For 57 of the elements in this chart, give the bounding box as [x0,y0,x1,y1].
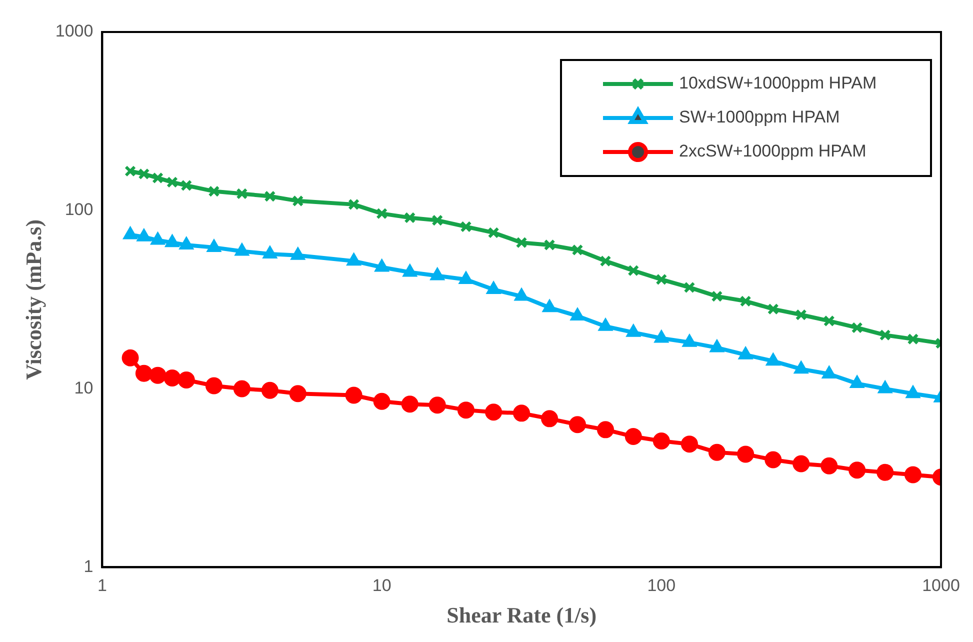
point [684,282,696,294]
y-axis-title: Viscosity (mPa.s) [20,219,46,380]
point [572,244,584,256]
point [348,198,360,210]
point [428,396,446,414]
point [516,236,528,248]
legend-label: 2xcSW+1000ppm HPAM [679,142,866,161]
point [404,212,416,224]
point [652,432,670,450]
x-tick-label: 100 [647,576,676,596]
point [823,315,835,327]
point [680,436,698,453]
point [600,255,612,267]
point [656,274,668,286]
point [373,392,390,410]
point [376,208,388,220]
point [457,402,474,419]
point [513,404,530,422]
point [488,226,500,238]
legend-label: SW+1000ppm HPAM [679,108,840,127]
point [460,220,472,232]
x-tick-label: 1000 [922,576,960,596]
point [149,366,166,384]
point [820,457,838,474]
point [740,295,752,307]
point [907,333,919,345]
y-tick-label: 1 [84,556,94,576]
point [624,428,642,446]
point [628,264,640,276]
y-tick-label: 10 [74,378,94,398]
x-axis-title: Shear Rate (1/s) [446,602,597,628]
y-tick-label: 100 [64,200,94,220]
x-tick-label: 10 [372,576,392,596]
point [711,290,723,302]
point [792,455,810,472]
point [764,451,782,468]
point [767,303,779,315]
legend-label: 10xdSW+1000ppm HPAM [679,74,877,93]
point [904,466,922,484]
point [485,404,502,421]
point [851,322,863,334]
point [795,309,807,321]
point [848,462,866,479]
point [876,464,894,481]
point [401,396,418,413]
y-tick-label: 1000 [55,22,94,41]
point [345,386,362,404]
point [596,421,614,438]
point [541,410,558,428]
point [737,446,754,463]
point [708,444,726,461]
point [568,416,586,434]
point [152,172,164,184]
point [879,329,891,341]
x-tick-label: 1 [97,576,107,596]
point [544,239,556,251]
point [432,214,444,226]
